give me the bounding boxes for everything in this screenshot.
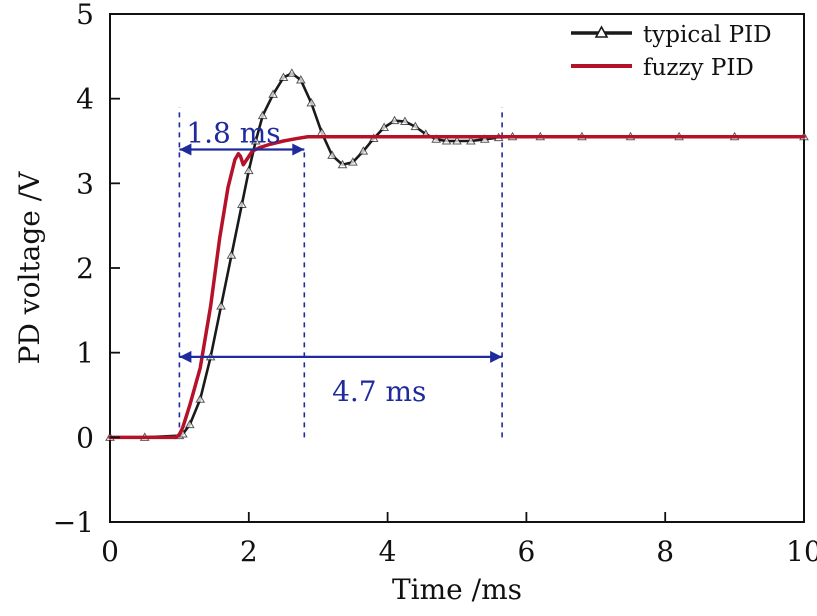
y-tick-label-1: −1 [53,506,94,539]
reference-lines-layer [178,107,503,438]
annotation-arrowhead-left-1 [179,350,192,363]
data-point-typical-pid-31 [452,135,462,145]
data-point-typical-pid-20 [337,159,348,169]
y-tick-label-0: 0 [76,421,94,454]
data-point-typical-pid-29 [431,134,442,143]
data-point-typical-pid-15 [286,68,297,77]
x-tick-label-4: 4 [379,535,397,568]
data-point-typical-pid-4 [184,419,195,429]
x-tick-label-10: 10 [786,535,817,568]
x-tick-label-6: 6 [517,535,535,568]
data-point-typical-pid-8 [226,250,237,259]
data-point-typical-pid-11 [250,135,261,145]
legend-marker-typical-pid [594,25,609,38]
annotation-label-1-8-ms: 1.8 ms [186,117,280,150]
y-axis-label: PD voltage /V [13,171,46,365]
data-point-typical-pid-26 [400,116,410,126]
y-tick-label-5: 5 [76,0,94,31]
x-tick-label-2: 2 [240,535,258,568]
x-tick-label-0: 0 [101,535,119,568]
data-point-typical-pid-22 [358,146,369,155]
legend-label-fuzzy-pid: fuzzy PID [643,55,754,81]
y-tick-label-4: 4 [76,83,94,116]
data-point-typical-pid-17 [306,97,317,107]
annotation-arrowhead-right-0 [292,143,305,156]
data-point-typical-pid-21 [348,157,358,166]
x-axis-label: Time /ms [392,573,522,606]
data-point-typical-pid-25 [389,115,400,125]
data-point-typical-pid-32 [466,135,476,145]
annotation-layer: 1.8 ms 4.7 ms [179,117,503,408]
annotation-arrowhead-right-1 [490,350,503,363]
x-tick-label-8: 8 [656,535,674,568]
data-point-typical-pid-7 [216,301,226,310]
data-point-typical-pid-13 [268,89,278,98]
y-tick-label-3: 3 [76,167,94,200]
data-point-typical-pid-5 [195,394,206,403]
data-point-typical-pid-33 [479,134,490,143]
data-point-typical-pid-27 [410,121,421,131]
data-point-typical-pid-10 [243,165,254,175]
annotation-arrowhead-left-0 [179,143,192,156]
data-point-typical-pid-16 [295,75,306,84]
series-layer [105,68,809,441]
series-line-fuzzy-pid [108,135,806,440]
data-point-typical-pid-24 [379,122,389,131]
data-point-typical-pid-14 [278,72,289,81]
data-point-typical-pid-9 [236,199,247,208]
annotation-label-4-7-ms: 4.7 ms [332,375,426,408]
legend-label-typical-pid: typical PID [643,22,772,48]
data-point-typical-pid-19 [327,150,337,159]
data-point-typical-pid-12 [257,110,268,120]
y-tick-label-1: 1 [76,337,94,370]
y-tick-label-2: 2 [76,252,94,285]
legend: typical PID fuzzy PID [571,22,772,81]
data-point-typical-pid-30 [441,135,452,145]
